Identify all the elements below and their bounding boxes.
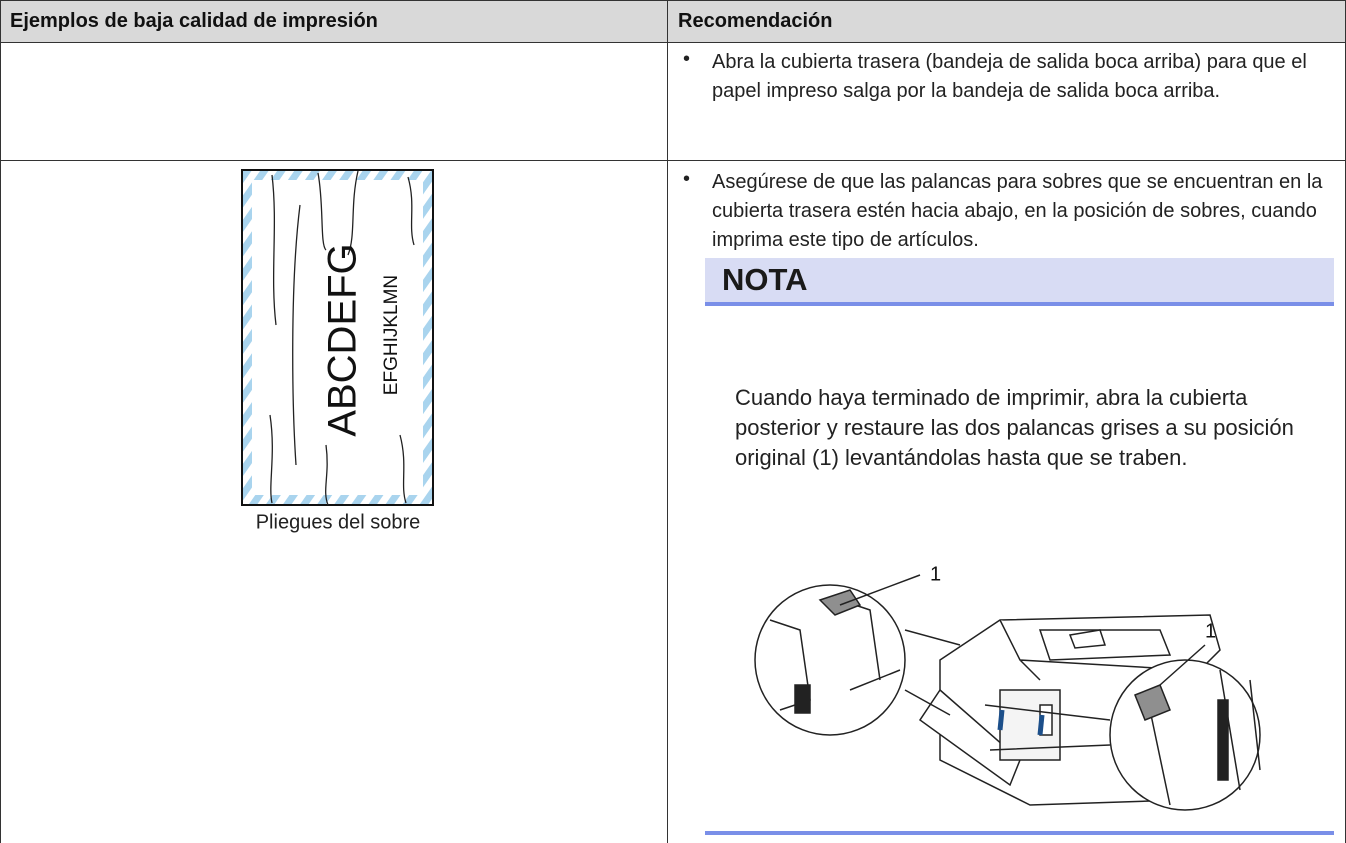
bullet: •	[683, 168, 691, 190]
border	[0, 42, 1346, 43]
header-cell: Recomendación	[678, 10, 833, 32]
border	[0, 160, 1346, 161]
border	[0, 0, 1, 843]
callout: 1	[1205, 620, 1216, 642]
border	[0, 0, 1346, 1]
caption: Pliegues del sobre	[256, 511, 421, 533]
envelope-text: ABCDEFG	[321, 243, 365, 436]
header-cell: Ejemplos de baja calidad de impresión	[10, 10, 378, 32]
recommendation-text: Asegúrese de que las palancas para sobre…	[712, 171, 1323, 251]
note-text: Cuando haya terminado de imprimir, abra …	[735, 385, 1294, 470]
note-header: NOTA	[705, 258, 1334, 306]
border	[667, 0, 668, 843]
envelope-small-text: EFGHIJKLMN	[381, 275, 402, 395]
envelope-illustration: ABCDEFG EFGHIJKLMN Pliegues del sobre	[241, 169, 434, 533]
note-title: NOTA	[722, 262, 808, 297]
callout: 1	[930, 563, 941, 585]
recommendation-text: Abra la cubierta trasera (bandeja de sal…	[712, 51, 1307, 102]
printer-illustration: 1 1	[754, 563, 1261, 811]
table-header	[0, 0, 1346, 42]
note-rule	[705, 831, 1334, 835]
bullet: •	[683, 48, 691, 70]
